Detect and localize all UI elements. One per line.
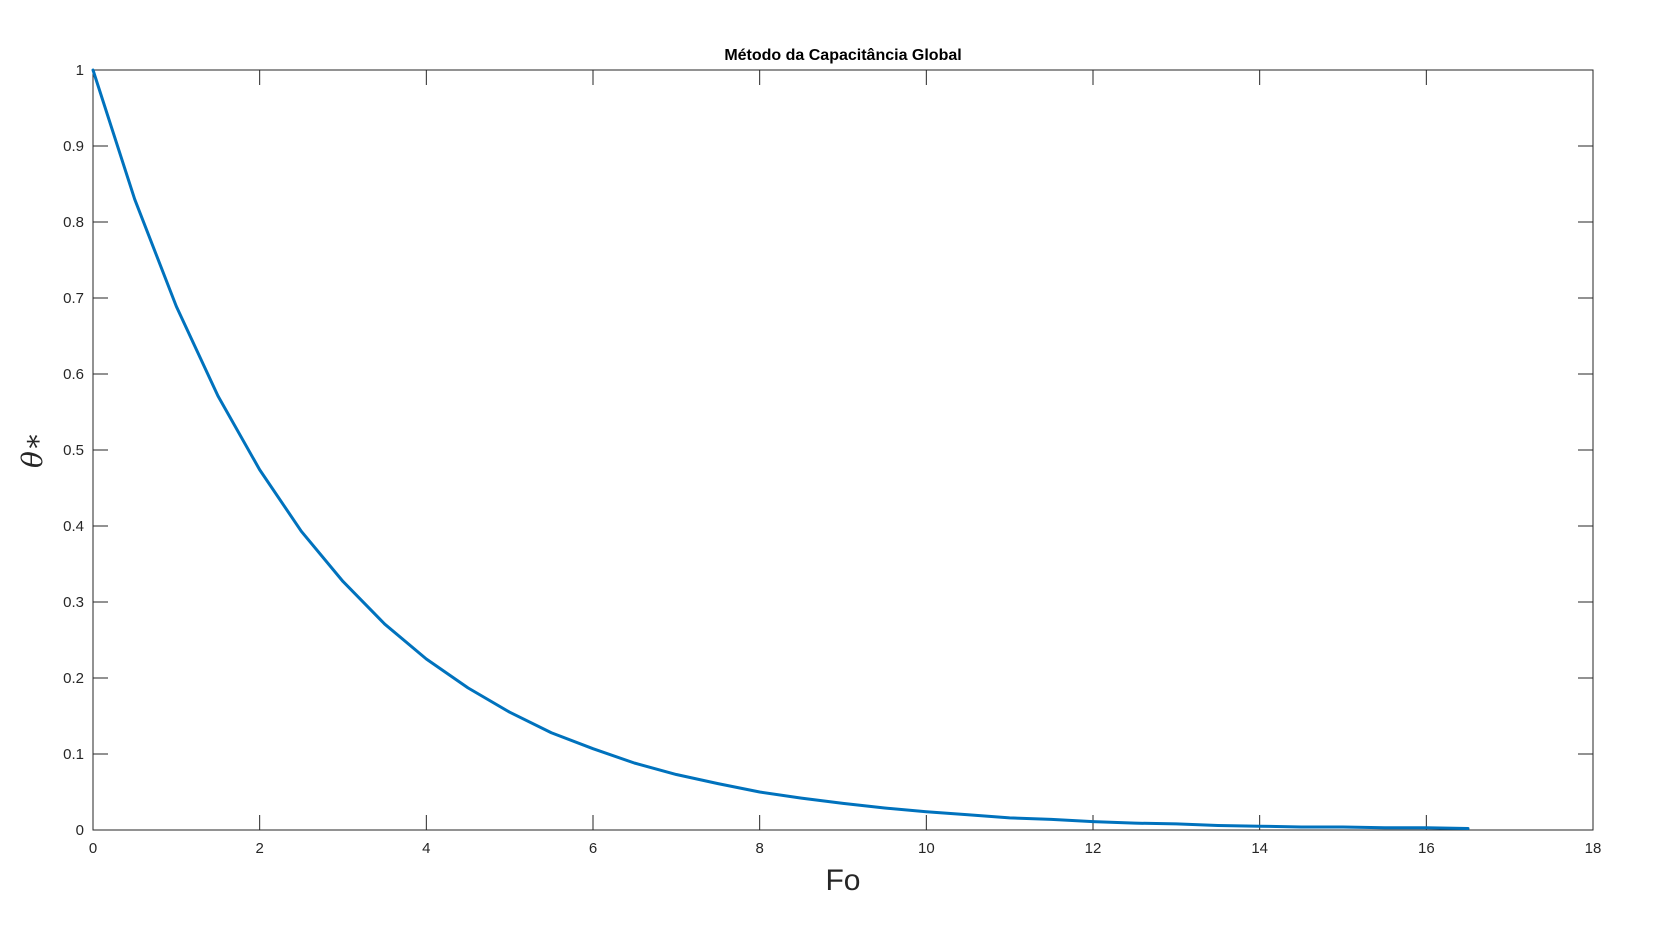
chart-title: Método da Capacitância Global [724,47,961,64]
x-tick-label: 2 [255,840,263,857]
y-tick-label: 0 [76,822,84,839]
x-tick-label: 10 [918,840,935,857]
x-tick-label: 8 [755,840,763,857]
y-tick-label: 0.3 [63,594,84,611]
series-layer [91,68,1470,830]
plot-area [92,69,1594,831]
x-tick-label: 16 [1418,840,1435,857]
y-tick-label: 0.8 [63,214,84,231]
x-axis-label: Fo [825,864,860,897]
x-tick-label: 12 [1085,840,1102,857]
y-axis-label: θ∗ [16,432,49,468]
x-tick-label: 6 [589,840,597,857]
y-tick-label: 0.6 [63,366,84,383]
x-tick-label: 18 [1585,840,1602,857]
x-tick-label: 0 [89,840,97,857]
x-tick-label: 4 [422,840,430,857]
y-tick-label: 0.9 [63,138,84,155]
y-tick-label: 0.1 [63,746,84,763]
y-tick-label: 0.4 [63,518,84,535]
y-tick-label: 0.5 [63,442,84,459]
y-tick-label: 0.2 [63,670,84,687]
series-line [91,68,1470,830]
x-tick-label: 14 [1251,840,1268,857]
y-tick-label: 0.7 [63,290,84,307]
y-tick-label: 1 [76,62,84,79]
